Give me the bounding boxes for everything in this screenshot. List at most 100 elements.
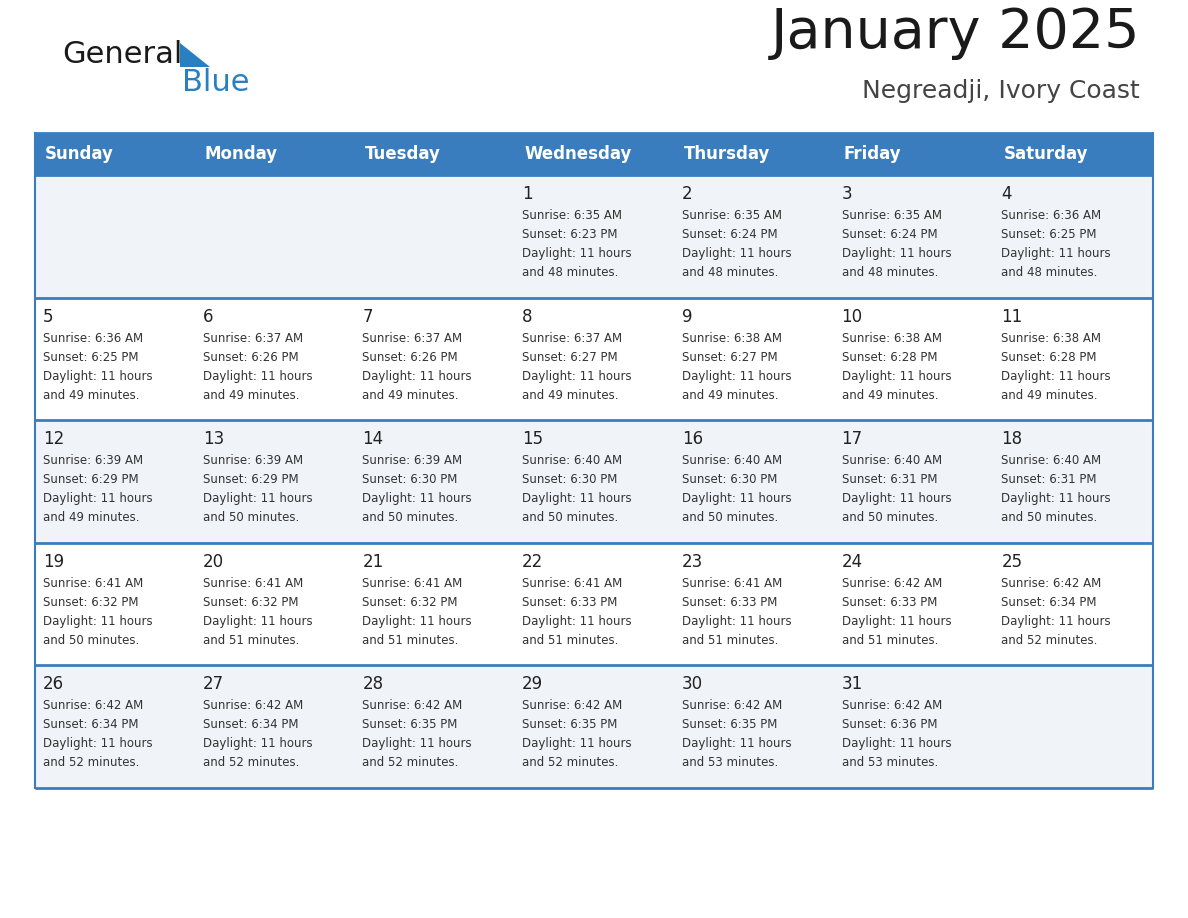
- Text: Daylight: 11 hours: Daylight: 11 hours: [682, 370, 791, 383]
- Text: Daylight: 11 hours: Daylight: 11 hours: [523, 247, 632, 260]
- Text: Sunrise: 6:41 AM: Sunrise: 6:41 AM: [682, 577, 782, 589]
- Text: and 49 minutes.: and 49 minutes.: [43, 388, 139, 401]
- Text: Sunset: 6:31 PM: Sunset: 6:31 PM: [1001, 473, 1097, 487]
- Text: Sunrise: 6:42 AM: Sunrise: 6:42 AM: [523, 700, 623, 712]
- Text: Sunrise: 6:40 AM: Sunrise: 6:40 AM: [682, 454, 782, 467]
- Text: 27: 27: [203, 676, 223, 693]
- Text: 30: 30: [682, 676, 703, 693]
- Text: and 49 minutes.: and 49 minutes.: [682, 388, 778, 401]
- Text: Sunrise: 6:35 AM: Sunrise: 6:35 AM: [841, 209, 942, 222]
- Text: 4: 4: [1001, 185, 1012, 203]
- Text: and 50 minutes.: and 50 minutes.: [43, 633, 139, 647]
- Text: 8: 8: [523, 308, 532, 326]
- Text: Daylight: 11 hours: Daylight: 11 hours: [362, 492, 472, 505]
- Text: Sunset: 6:32 PM: Sunset: 6:32 PM: [43, 596, 139, 609]
- Text: Sunset: 6:30 PM: Sunset: 6:30 PM: [523, 473, 618, 487]
- Text: Sunrise: 6:42 AM: Sunrise: 6:42 AM: [841, 577, 942, 589]
- Text: Daylight: 11 hours: Daylight: 11 hours: [1001, 247, 1111, 260]
- Text: Sunset: 6:26 PM: Sunset: 6:26 PM: [362, 351, 459, 364]
- Text: 20: 20: [203, 553, 223, 571]
- Text: Sunrise: 6:36 AM: Sunrise: 6:36 AM: [43, 331, 143, 344]
- Text: Negreadji, Ivory Coast: Negreadji, Ivory Coast: [862, 79, 1140, 103]
- Text: Sunrise: 6:35 AM: Sunrise: 6:35 AM: [682, 209, 782, 222]
- Text: 26: 26: [43, 676, 64, 693]
- Text: Sunrise: 6:36 AM: Sunrise: 6:36 AM: [1001, 209, 1101, 222]
- Text: Sunset: 6:27 PM: Sunset: 6:27 PM: [523, 351, 618, 364]
- Text: and 52 minutes.: and 52 minutes.: [523, 756, 619, 769]
- Text: Daylight: 11 hours: Daylight: 11 hours: [1001, 615, 1111, 628]
- Text: 3: 3: [841, 185, 852, 203]
- Text: Daylight: 11 hours: Daylight: 11 hours: [523, 492, 632, 505]
- Text: and 48 minutes.: and 48 minutes.: [682, 266, 778, 279]
- Text: Sunset: 6:33 PM: Sunset: 6:33 PM: [841, 596, 937, 609]
- Text: Sunset: 6:25 PM: Sunset: 6:25 PM: [43, 351, 139, 364]
- Text: Sunrise: 6:37 AM: Sunrise: 6:37 AM: [203, 331, 303, 344]
- Text: 1: 1: [523, 185, 532, 203]
- Text: Daylight: 11 hours: Daylight: 11 hours: [841, 615, 952, 628]
- Text: and 50 minutes.: and 50 minutes.: [523, 511, 619, 524]
- Text: Sunrise: 6:38 AM: Sunrise: 6:38 AM: [682, 331, 782, 344]
- Text: 25: 25: [1001, 553, 1023, 571]
- Text: and 49 minutes.: and 49 minutes.: [523, 388, 619, 401]
- Text: Daylight: 11 hours: Daylight: 11 hours: [203, 615, 312, 628]
- Text: and 52 minutes.: and 52 minutes.: [362, 756, 459, 769]
- Text: 2: 2: [682, 185, 693, 203]
- Text: and 52 minutes.: and 52 minutes.: [1001, 633, 1098, 647]
- Bar: [34, 666, 1154, 788]
- Text: Sunset: 6:36 PM: Sunset: 6:36 PM: [841, 719, 937, 732]
- Text: Daylight: 11 hours: Daylight: 11 hours: [841, 492, 952, 505]
- Text: Daylight: 11 hours: Daylight: 11 hours: [841, 247, 952, 260]
- Text: Sunset: 6:28 PM: Sunset: 6:28 PM: [841, 351, 937, 364]
- Bar: [34, 133, 1154, 175]
- Bar: [34, 543, 1154, 666]
- Text: Sunset: 6:26 PM: Sunset: 6:26 PM: [203, 351, 298, 364]
- Text: General: General: [62, 40, 183, 69]
- Text: Sunrise: 6:42 AM: Sunrise: 6:42 AM: [682, 700, 782, 712]
- Text: Sunset: 6:30 PM: Sunset: 6:30 PM: [682, 473, 777, 487]
- Text: Sunset: 6:32 PM: Sunset: 6:32 PM: [203, 596, 298, 609]
- Text: Daylight: 11 hours: Daylight: 11 hours: [43, 370, 152, 383]
- Text: Daylight: 11 hours: Daylight: 11 hours: [362, 370, 472, 383]
- Text: Sunrise: 6:41 AM: Sunrise: 6:41 AM: [203, 577, 303, 589]
- Text: Sunset: 6:29 PM: Sunset: 6:29 PM: [43, 473, 139, 487]
- Polygon shape: [181, 43, 210, 67]
- Text: Daylight: 11 hours: Daylight: 11 hours: [523, 737, 632, 750]
- Text: Daylight: 11 hours: Daylight: 11 hours: [43, 615, 152, 628]
- Text: and 50 minutes.: and 50 minutes.: [682, 511, 778, 524]
- Text: Sunrise: 6:42 AM: Sunrise: 6:42 AM: [362, 700, 462, 712]
- Text: Sunrise: 6:39 AM: Sunrise: 6:39 AM: [203, 454, 303, 467]
- Text: Sunrise: 6:42 AM: Sunrise: 6:42 AM: [1001, 577, 1101, 589]
- Text: and 50 minutes.: and 50 minutes.: [203, 511, 299, 524]
- Text: and 53 minutes.: and 53 minutes.: [841, 756, 937, 769]
- Text: 18: 18: [1001, 431, 1023, 448]
- Text: Daylight: 11 hours: Daylight: 11 hours: [1001, 492, 1111, 505]
- Text: Tuesday: Tuesday: [365, 145, 441, 163]
- Text: and 50 minutes.: and 50 minutes.: [1001, 511, 1098, 524]
- Text: Sunrise: 6:41 AM: Sunrise: 6:41 AM: [523, 577, 623, 589]
- Text: and 50 minutes.: and 50 minutes.: [841, 511, 937, 524]
- Text: Sunrise: 6:41 AM: Sunrise: 6:41 AM: [362, 577, 462, 589]
- Text: 19: 19: [43, 553, 64, 571]
- Text: Daylight: 11 hours: Daylight: 11 hours: [682, 492, 791, 505]
- Text: 6: 6: [203, 308, 213, 326]
- Text: Sunset: 6:23 PM: Sunset: 6:23 PM: [523, 228, 618, 241]
- Text: Sunrise: 6:39 AM: Sunrise: 6:39 AM: [43, 454, 143, 467]
- Text: Daylight: 11 hours: Daylight: 11 hours: [43, 737, 152, 750]
- Text: Sunrise: 6:40 AM: Sunrise: 6:40 AM: [1001, 454, 1101, 467]
- Text: 9: 9: [682, 308, 693, 326]
- Text: Sunset: 6:27 PM: Sunset: 6:27 PM: [682, 351, 777, 364]
- Text: Sunrise: 6:38 AM: Sunrise: 6:38 AM: [1001, 331, 1101, 344]
- Text: Friday: Friday: [843, 145, 902, 163]
- Text: and 51 minutes.: and 51 minutes.: [523, 633, 619, 647]
- Text: and 49 minutes.: and 49 minutes.: [362, 388, 459, 401]
- Text: Sunrise: 6:37 AM: Sunrise: 6:37 AM: [523, 331, 623, 344]
- Text: 31: 31: [841, 676, 862, 693]
- Text: Sunset: 6:35 PM: Sunset: 6:35 PM: [523, 719, 618, 732]
- Text: Daylight: 11 hours: Daylight: 11 hours: [523, 370, 632, 383]
- Text: Sunset: 6:35 PM: Sunset: 6:35 PM: [362, 719, 457, 732]
- Text: Sunday: Sunday: [45, 145, 114, 163]
- Text: Sunrise: 6:35 AM: Sunrise: 6:35 AM: [523, 209, 623, 222]
- Text: Daylight: 11 hours: Daylight: 11 hours: [362, 615, 472, 628]
- Text: and 50 minutes.: and 50 minutes.: [362, 511, 459, 524]
- Text: 29: 29: [523, 676, 543, 693]
